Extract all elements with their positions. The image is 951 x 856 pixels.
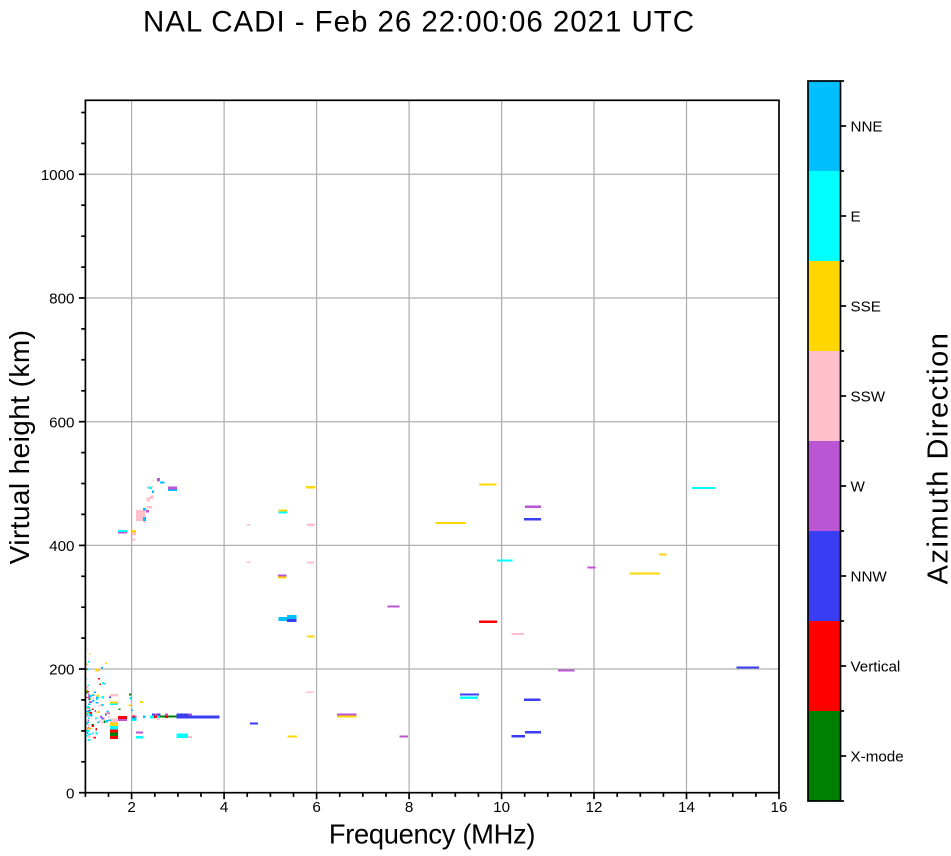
svg-text:0: 0: [66, 785, 74, 802]
svg-text:600: 600: [49, 414, 74, 431]
svg-text:NNE: NNE: [851, 119, 883, 136]
svg-text:X-mode: X-mode: [851, 749, 904, 766]
svg-text:2: 2: [127, 799, 135, 816]
svg-text:Vertical: Vertical: [851, 659, 901, 676]
svg-text:SSW: SSW: [851, 389, 886, 406]
svg-text:200: 200: [49, 662, 74, 679]
svg-text:Azimuth Direction: Azimuth Direction: [923, 332, 951, 585]
svg-text:4: 4: [220, 799, 228, 816]
svg-text:12: 12: [586, 799, 603, 816]
svg-text:Frequency (MHz): Frequency (MHz): [329, 818, 535, 849]
svg-text:NAL CADI - Feb 26 22:00:06 202: NAL CADI - Feb 26 22:00:06 2021 UTC: [143, 6, 695, 39]
svg-text:NNW: NNW: [851, 569, 888, 586]
svg-text:16: 16: [771, 799, 788, 816]
svg-text:6: 6: [312, 799, 320, 816]
svg-text:400: 400: [49, 538, 74, 555]
svg-text:10: 10: [493, 799, 510, 816]
svg-text:800: 800: [49, 291, 74, 308]
svg-text:14: 14: [678, 799, 695, 816]
svg-text:8: 8: [405, 799, 413, 816]
svg-text:Virtual height (km): Virtual height (km): [4, 330, 35, 565]
svg-text:W: W: [851, 479, 866, 496]
svg-text:1000: 1000: [41, 167, 75, 184]
svg-text:SSE: SSE: [851, 299, 881, 316]
svg-text:E: E: [851, 209, 861, 226]
